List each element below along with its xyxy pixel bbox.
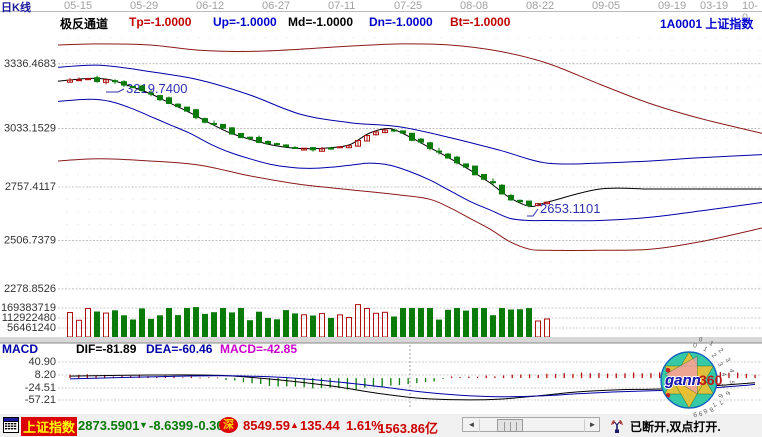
svg-text:9: 9	[692, 410, 697, 418]
svg-text:3033.1529: 3033.1529	[4, 123, 56, 135]
svg-text:360: 360	[699, 372, 723, 388]
svg-text:4: 4	[728, 369, 736, 374]
svg-text:0: 0	[693, 342, 698, 350]
svg-text:-57.21: -57.21	[25, 394, 56, 406]
svg-text:2506.7379: 2506.7379	[4, 235, 56, 247]
svg-text:-24.51: -24.51	[25, 382, 56, 394]
svg-text:3219.7400: 3219.7400	[126, 81, 187, 96]
svg-text:2278.8526: 2278.8526	[4, 283, 56, 295]
svg-text:9: 9	[698, 409, 703, 417]
svg-text:2757.4117: 2757.4117	[5, 181, 56, 193]
svg-text:3336.4683: 3336.4683	[4, 58, 56, 70]
svg-text:8.20: 8.20	[35, 369, 56, 381]
svg-text:56461240: 56461240	[7, 322, 56, 334]
svg-text:40.90: 40.90	[28, 356, 56, 368]
svg-text:2: 2	[717, 347, 725, 355]
svg-text:1: 1	[702, 346, 709, 354]
svg-text:MACD: MACD	[2, 342, 38, 356]
svg-text:DIF=-81.89: DIF=-81.89	[76, 342, 137, 356]
svg-text:2: 2	[710, 352, 718, 360]
svg-text:gann: gann	[664, 372, 701, 389]
svg-text:DEA=-60.46: DEA=-60.46	[146, 342, 213, 356]
svg-text:3: 3	[723, 357, 731, 364]
svg-text:MACD=-42.85: MACD=-42.85	[220, 342, 297, 356]
